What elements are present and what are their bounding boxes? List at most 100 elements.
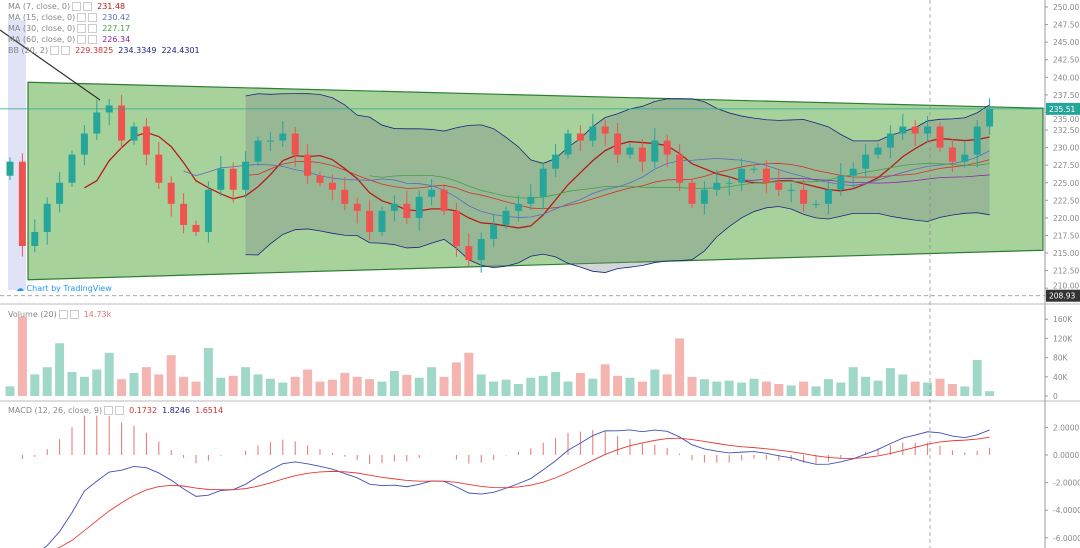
- candle: [973, 120, 981, 168]
- volume-bar: [848, 367, 858, 396]
- volume-bar: [79, 376, 89, 396]
- volume-bar: [823, 379, 833, 396]
- candle: [204, 181, 212, 243]
- volume-bar: [910, 381, 920, 396]
- candle: [279, 120, 287, 147]
- candle-body: [465, 246, 473, 261]
- candle: [886, 125, 894, 159]
- bollinger-band-fill: [245, 93, 990, 273]
- close-icon[interactable]: [61, 46, 71, 55]
- candle: [676, 144, 684, 192]
- volume-bar: [141, 367, 151, 396]
- volume-bar: [960, 386, 970, 396]
- candle: [626, 143, 634, 159]
- legend-ma7[interactable]: MA (7, close, 0) 231.48: [8, 2, 125, 11]
- candle-body: [18, 161, 26, 247]
- candle-body: [886, 133, 894, 148]
- candle-body: [180, 203, 188, 225]
- volume-bar: [513, 384, 523, 396]
- volume-bar: [67, 372, 77, 396]
- last-price-label: 235.51: [1049, 105, 1075, 114]
- candle-body: [862, 154, 870, 169]
- volume-bar: [5, 386, 15, 396]
- candle-body: [576, 133, 584, 141]
- legend-ma15[interactable]: MA (15, close, 0) 230.42: [8, 13, 130, 22]
- settings-icon[interactable]: [77, 35, 87, 44]
- volume-bar: [191, 381, 201, 396]
- candle-body: [490, 224, 498, 239]
- volume-bar: [637, 381, 647, 396]
- candle: [254, 136, 262, 166]
- volume-bar: [625, 377, 635, 396]
- candle-body: [899, 126, 907, 134]
- candle: [291, 127, 299, 168]
- legend-macd[interactable]: MACD (12, 26, close, 9) 0.1732 1.8246 1.651…: [8, 406, 223, 415]
- settings-icon[interactable]: [77, 13, 87, 22]
- close-icon[interactable]: [69, 310, 79, 319]
- close-icon[interactable]: [83, 2, 93, 11]
- candle-body: [676, 154, 684, 183]
- volume-bar: [327, 379, 337, 396]
- candle: [266, 132, 274, 152]
- legend-volume[interactable]: Volume (20) 14.73k: [8, 310, 111, 319]
- volume-tick-label: 80K: [1053, 354, 1069, 363]
- macd-label: MACD (12, 26, close, 9): [8, 406, 103, 415]
- volume-bar: [811, 386, 821, 396]
- ma15-line: [183, 150, 990, 218]
- candle: [725, 176, 733, 196]
- candle: [738, 158, 746, 192]
- settings-icon[interactable]: [50, 46, 60, 55]
- price-tick-label: 240.00: [1053, 73, 1079, 82]
- volume-bar: [451, 362, 461, 396]
- volume-bar: [352, 376, 362, 396]
- volume-bar: [55, 343, 65, 396]
- price-tick-label: 210.00: [1053, 282, 1079, 291]
- price-tick-label: 250.00: [1053, 3, 1079, 12]
- candle-body: [626, 147, 634, 155]
- macd-tick-label: -6.0000: [1053, 534, 1080, 543]
- settings-icon[interactable]: [77, 24, 87, 33]
- candle-body: [986, 108, 994, 127]
- candle: [589, 113, 597, 147]
- volume-bar: [923, 382, 933, 396]
- volume-tick-label: 160K: [1053, 315, 1073, 324]
- volume-tick-label: 0: [1053, 392, 1058, 401]
- candle-body: [824, 189, 832, 204]
- close-icon[interactable]: [115, 406, 125, 415]
- volume-bar: [699, 379, 709, 396]
- candle: [43, 197, 51, 245]
- settings-icon[interactable]: [72, 2, 82, 11]
- volume-label: Volume (20): [8, 310, 57, 319]
- price-tick-label: 220.00: [1053, 214, 1079, 223]
- volume-bar: [737, 382, 747, 396]
- settings-icon[interactable]: [58, 310, 68, 319]
- volume-bar: [253, 374, 263, 396]
- close-icon[interactable]: [88, 35, 98, 44]
- close-icon[interactable]: [88, 24, 98, 33]
- volume-bar: [786, 385, 796, 396]
- ma7-line: [84, 131, 990, 229]
- candle: [787, 183, 795, 203]
- candle: [899, 113, 907, 140]
- volume-bar: [216, 377, 226, 396]
- tradingview-branding[interactable]: ☁ Chart by TradingView: [16, 284, 112, 293]
- close-icon[interactable]: [88, 13, 98, 22]
- price-tick-label: 222.50: [1053, 196, 1079, 205]
- candle: [527, 184, 535, 211]
- candle-body: [43, 203, 51, 232]
- volume-bar: [203, 348, 213, 396]
- volume-bar: [526, 377, 536, 396]
- legend-ma60[interactable]: MA (60, close, 0) 226.34: [8, 35, 130, 44]
- branding-text: Chart by TradingView: [26, 284, 112, 293]
- legend-bb[interactable]: BB (20, 2) 229.3825 234.3349 224.4301: [8, 46, 200, 55]
- volume-bar: [799, 381, 809, 396]
- candle-body: [800, 189, 808, 204]
- price-tick-label: 247.50: [1053, 21, 1079, 30]
- volume-bar: [278, 382, 288, 396]
- candle: [837, 163, 845, 197]
- volume-bar: [575, 372, 585, 396]
- legend-ma30[interactable]: MA (30, close, 0) 227.17: [8, 24, 130, 33]
- settings-icon[interactable]: [104, 406, 114, 415]
